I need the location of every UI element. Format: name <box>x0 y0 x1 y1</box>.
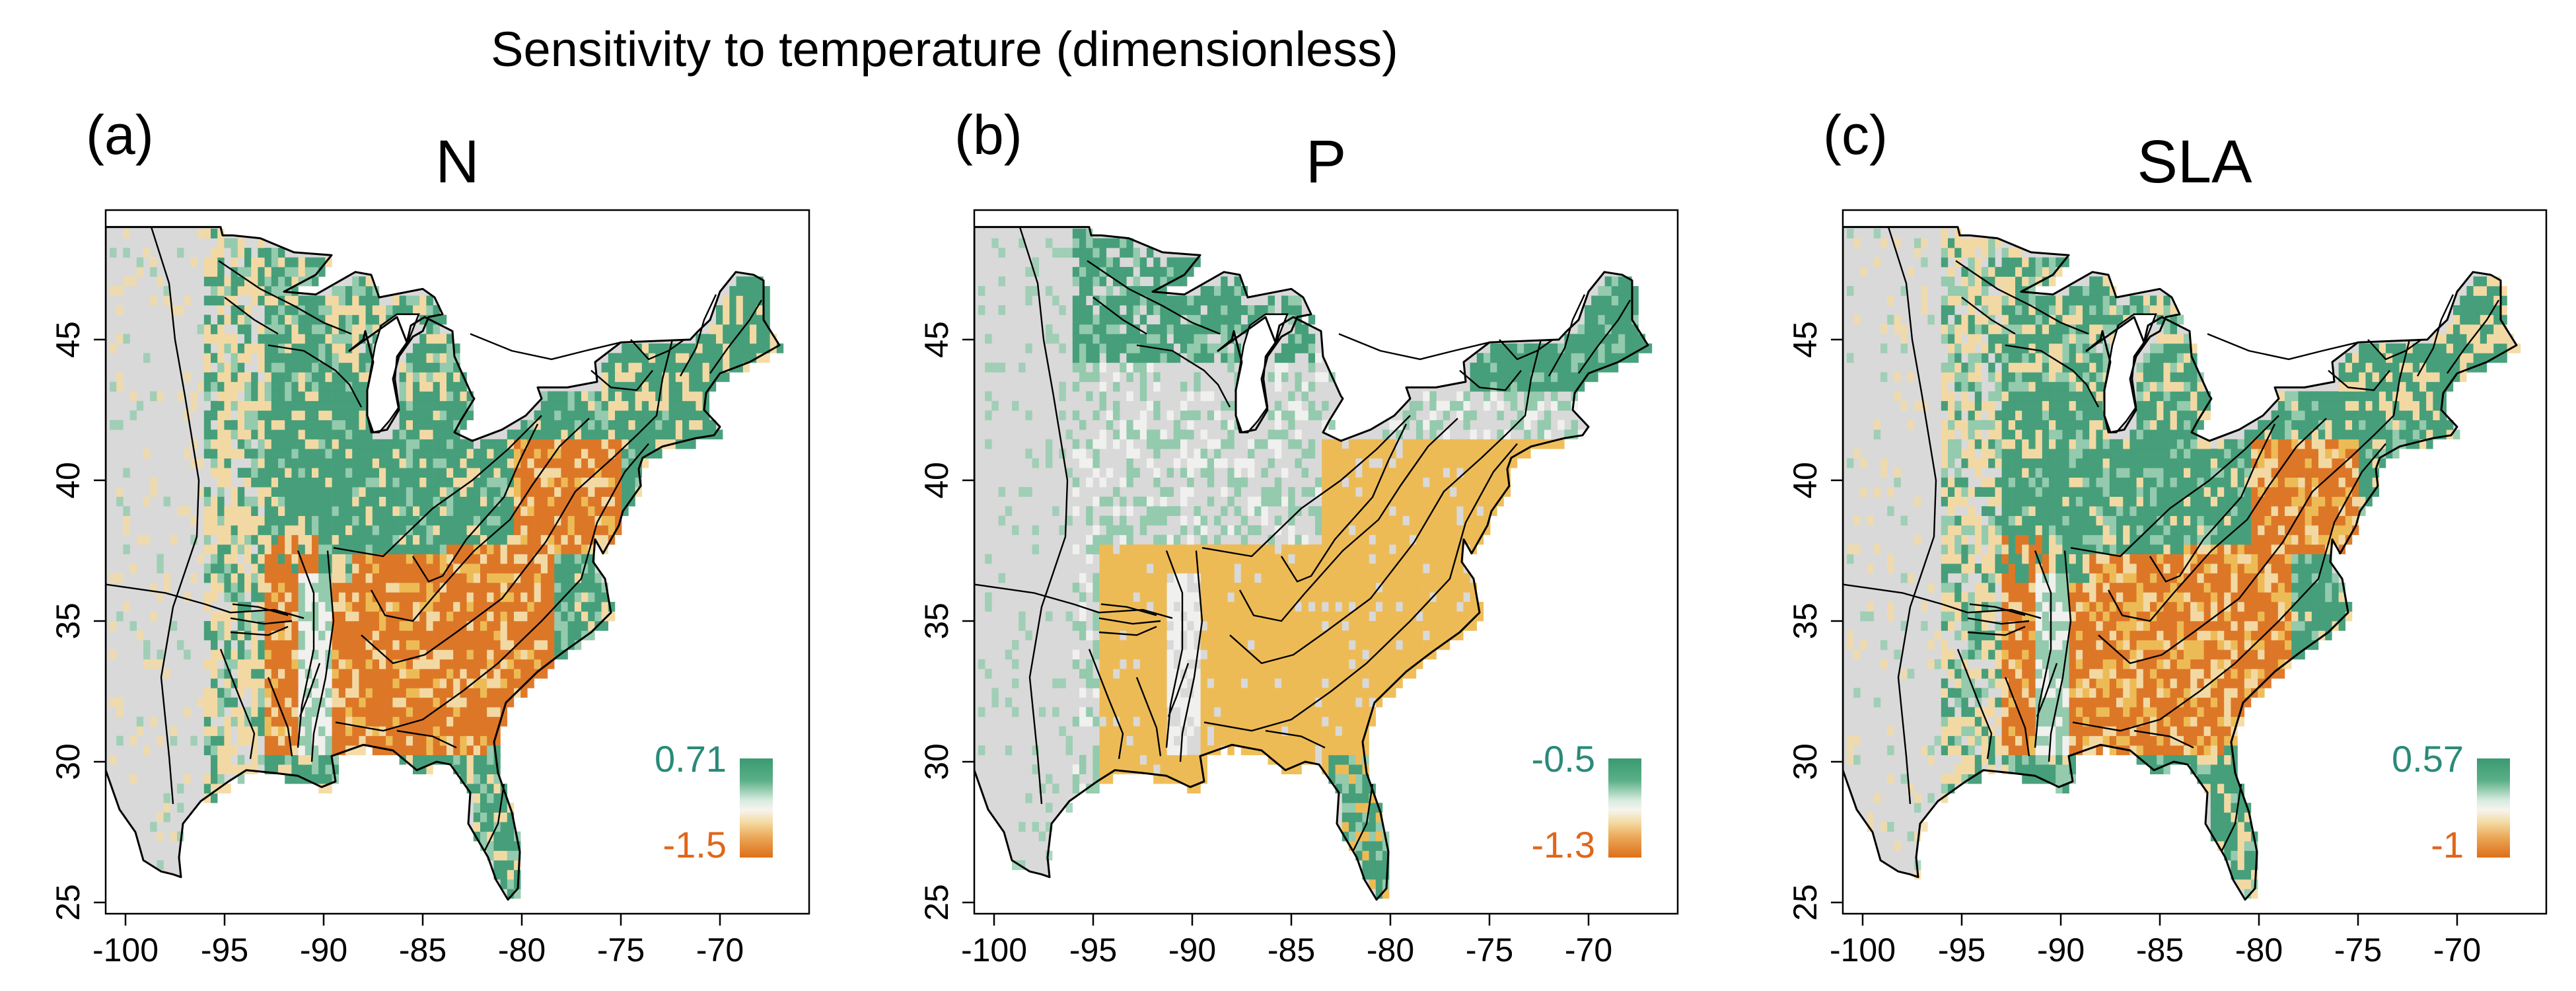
y-tick-label: 35 <box>1787 603 1824 640</box>
x-tick-label: -100 <box>92 932 159 969</box>
x-tick-label: -80 <box>2235 932 2283 969</box>
x-tick-label: -75 <box>2334 932 2382 969</box>
y-tick-label: 40 <box>50 462 87 499</box>
color-legend: 0.71 -1.5 <box>655 738 773 865</box>
legend-min-label: -1.5 <box>663 824 727 865</box>
ecoregion-boundaries <box>1843 227 2500 852</box>
x-tick-label: -90 <box>300 932 347 969</box>
map-panels: (a) N -100 -95 -90 -85 -80 -75 -70 25 30 35 40 45 0.71… <box>50 104 2548 969</box>
x-tick-label: -80 <box>498 932 546 969</box>
sensitivity-raster <box>110 229 784 899</box>
map-area <box>106 226 784 901</box>
coastline <box>1843 226 2518 901</box>
color-legend: 0.57 -1 <box>2392 738 2510 865</box>
panel-title: N <box>435 128 479 196</box>
x-tick-label: -85 <box>399 932 447 969</box>
x-tick-label: -70 <box>2433 932 2481 969</box>
x-tick-label: -75 <box>1466 932 1513 969</box>
ecoregion-boundaries <box>106 227 763 852</box>
legend-colorbar <box>740 758 773 858</box>
panel-a: (a) N -100 -95 -90 -85 -80 -75 -70 25 30 35 40 45 0.71… <box>50 104 810 969</box>
legend-min-label: -1 <box>2431 824 2464 865</box>
y-tick-label: 40 <box>918 462 955 499</box>
x-tick-label: -95 <box>1069 932 1117 969</box>
y-axis: 25 30 35 40 45 <box>1787 321 1843 921</box>
y-tick-label: 30 <box>918 743 955 780</box>
plot-frame <box>104 209 810 915</box>
x-tick-label: -70 <box>696 932 744 969</box>
x-axis: -100 -95 -90 -85 -80 -75 -70 <box>92 914 744 969</box>
y-tick-label: 45 <box>1787 321 1824 358</box>
legend-min-label: -1.3 <box>1532 824 1596 865</box>
coastline <box>974 226 1649 901</box>
panel-c: (c) SLA -100 -95 -90 -85 -80 -75 -70 25 30 35 40 45 0.… <box>1787 104 2548 969</box>
panel-letter: (b) <box>954 104 1022 166</box>
x-tick-label: -90 <box>1168 932 1216 969</box>
ecoregion-boundaries <box>974 227 1631 852</box>
x-tick-label: -95 <box>201 932 248 969</box>
y-tick-label: 25 <box>50 884 87 921</box>
y-tick-label: 30 <box>1787 743 1824 780</box>
panel-b: (b) P -100 -95 -90 -85 -80 -75 -70 25 30 35 40 45 -0.5… <box>918 104 1679 969</box>
x-tick-label: -70 <box>1565 932 1612 969</box>
map-area <box>974 226 1653 901</box>
plot-frame <box>1842 209 2548 915</box>
y-tick-label: 45 <box>50 321 87 358</box>
y-tick-label: 25 <box>918 884 955 921</box>
x-axis: -100 -95 -90 -85 -80 -75 -70 <box>1830 914 2481 969</box>
legend-max-label: 0.71 <box>655 738 727 780</box>
legend-max-label: -0.5 <box>1532 738 1596 780</box>
x-tick-label: -90 <box>2037 932 2085 969</box>
y-tick-label: 35 <box>918 603 955 640</box>
x-tick-label: -85 <box>2136 932 2184 969</box>
color-legend: -0.5 -1.3 <box>1532 738 1641 865</box>
panel-title: P <box>1306 128 1346 196</box>
y-tick-label: 25 <box>1787 884 1824 921</box>
x-tick-label: -85 <box>1268 932 1315 969</box>
y-tick-label: 45 <box>918 321 955 358</box>
y-tick-label: 30 <box>50 743 87 780</box>
panel-letter: (c) <box>1823 104 1888 166</box>
x-tick-label: -100 <box>1830 932 1896 969</box>
figure-title: Sensitivity to temperature (dimensionles… <box>491 22 1398 77</box>
x-axis: -100 -95 -90 -85 -80 -75 -70 <box>961 914 1612 969</box>
y-axis: 25 30 35 40 45 <box>918 321 974 921</box>
map-area <box>1843 226 2521 901</box>
legend-colorbar <box>1608 758 1641 858</box>
plot-frame <box>973 209 1679 915</box>
y-axis: 25 30 35 40 45 <box>50 321 106 921</box>
legend-colorbar <box>2477 758 2510 858</box>
x-tick-label: -95 <box>1938 932 1986 969</box>
legend-max-label: 0.57 <box>2392 738 2464 780</box>
y-tick-label: 40 <box>1787 462 1824 499</box>
coastline <box>106 226 781 901</box>
x-tick-label: -80 <box>1367 932 1414 969</box>
x-tick-label: -75 <box>597 932 645 969</box>
panel-title: SLA <box>2137 128 2253 196</box>
panel-letter: (a) <box>86 104 154 166</box>
y-tick-label: 35 <box>50 603 87 640</box>
x-tick-label: -100 <box>961 932 1027 969</box>
